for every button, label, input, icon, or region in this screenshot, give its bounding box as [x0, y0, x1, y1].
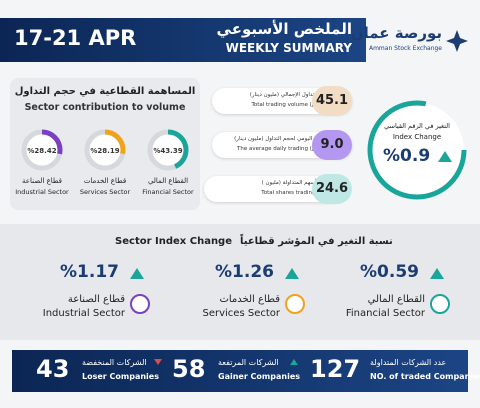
company-label-en: NO. of traded Companies: [370, 372, 480, 381]
company-label-ar: الشركات المنخفضة: [82, 358, 147, 367]
sector-name-en: Industrial Sector: [15, 188, 69, 196]
date: 17-21 APR: [14, 26, 137, 50]
donut-arc: [21, 129, 63, 171]
company-count: 43: [36, 355, 70, 383]
sector-name-ar: القطاع المالي: [367, 294, 425, 305]
sector-name-ar: قطاع الصناعة: [67, 294, 125, 305]
donuts: %28.42 قطاع الصناعة Industrial Sector %28.1…: [15, 129, 194, 196]
stat-label-en: Total trading volume (JD mil): [251, 102, 330, 108]
up-arrow: [130, 268, 144, 279]
title-en: WEEKLY SUMMARY: [225, 41, 352, 55]
donut-label: %28.42: [27, 147, 56, 155]
index-change-ar: التغير في الرقم القياسي: [384, 122, 450, 130]
index-change-en: Index Change: [392, 133, 442, 141]
sector-change-value: %1.17: [60, 262, 119, 282]
contribution-title-en: Sector contribution to volume: [24, 102, 186, 113]
trend-icon: [290, 359, 298, 365]
stat-value: 9.0: [312, 130, 352, 160]
sector-change-value: %1.26: [215, 262, 274, 282]
logo-en: Amman Stock Exchange: [368, 45, 442, 52]
sector-name-en: Services Sector: [202, 308, 281, 319]
sector-icon: [285, 294, 305, 314]
index-change-value: %0.9: [383, 146, 431, 166]
sector-name-en: Financial Sector: [142, 188, 194, 196]
donut-arc: [84, 129, 126, 171]
sector-name-ar: قطاع الخدمات: [219, 294, 280, 305]
sector-name-ar: قطاع الخدمات: [84, 177, 126, 185]
sector-name-en: Services Sector: [80, 188, 131, 196]
sector-index-title-en: Sector Index Change: [115, 236, 232, 247]
sector-index-panel: [0, 224, 480, 340]
company-label-ar: الشركات المرتفعة: [218, 358, 279, 367]
company-count: 58: [172, 355, 206, 383]
stat-label-ar: حجم التداول الإجمالي (مليون دينار): [249, 92, 330, 98]
stat-label-en: Total shares trading (mil): [261, 190, 330, 196]
title-ar: الملخص الأسبوعي: [216, 20, 352, 38]
stat-label-en: The average daily trading (JD mil): [236, 146, 330, 152]
sector-change-value: %0.59: [360, 262, 419, 282]
company-label-en: Loser Companies: [82, 372, 159, 381]
sector-index-title-ar: نسبة التغير في المؤشر قطاعياً: [240, 236, 393, 247]
up-arrow: [430, 268, 444, 279]
companies-bar: [12, 350, 468, 392]
up-arrow: [438, 151, 452, 162]
logo-ar: بورصة عمان: [350, 24, 442, 42]
donut-arc: [147, 129, 189, 171]
sector-icon: [430, 294, 450, 314]
stat-label-ar: عدد الأسهم المتداولة (مليون ): [261, 180, 330, 186]
up-arrow: [285, 268, 299, 279]
donut-label: %28.19: [90, 147, 119, 155]
sector-name-en: Financial Sector: [345, 308, 425, 319]
sector-name-ar: القطاع المالي: [148, 177, 188, 185]
company-count: 127: [310, 355, 361, 383]
stat-label-ar: المعدل اليومي لحجم التداول (مليون دينار): [234, 136, 330, 142]
header-band: [0, 18, 366, 62]
sector-name-en: Industrial Sector: [42, 308, 125, 319]
sector-icon: [130, 294, 150, 314]
company-label-ar: عدد الشركات المتداولة: [370, 358, 447, 367]
sector-name-ar: قطاع الصناعة: [22, 177, 62, 185]
index-change-ring: [367, 100, 467, 200]
contribution-title-ar: المساهمة القطاعية في حجم التداول: [14, 86, 196, 97]
stat-value: 24.6: [312, 174, 352, 204]
logo-icon: [446, 30, 468, 52]
stat-value: 45.1: [312, 86, 352, 116]
trend-icon: [154, 359, 162, 365]
donut-label: %43.39: [153, 147, 182, 155]
company-label-en: Gainer Companies: [218, 372, 301, 381]
